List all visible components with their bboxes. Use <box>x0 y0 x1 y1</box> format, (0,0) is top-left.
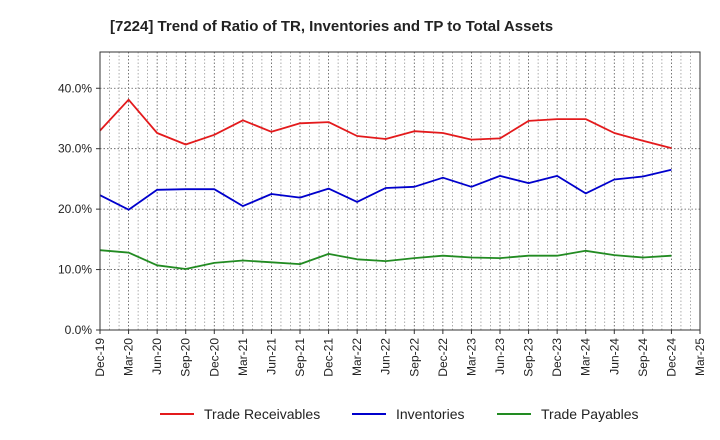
x-tick-label: Dec-20 <box>207 338 221 377</box>
legend-label-inventories: Inventories <box>396 406 464 422</box>
x-tick-label: Dec-19 <box>93 338 107 377</box>
x-tick-label: Mar-21 <box>236 338 250 376</box>
x-tick-label: Sep-23 <box>522 338 536 377</box>
y-tick-label: 20.0% <box>58 202 92 216</box>
x-tick-label: Jun-20 <box>150 338 164 375</box>
x-tick-label: Dec-23 <box>550 338 564 377</box>
series-lines <box>99 98 672 270</box>
x-tick-label: Mar-20 <box>122 338 136 376</box>
series-line-trade-receivables <box>99 98 672 149</box>
legend-label-trade-receivables: Trade Receivables <box>204 406 320 422</box>
series-line-inventories <box>99 168 672 211</box>
series-line-trade-payables <box>99 249 672 270</box>
x-tick-label: Sep-21 <box>293 338 307 377</box>
grid <box>99 52 701 331</box>
x-axis-ticks: Dec-19 Mar-20 Jun-20 Sep-20 Dec-20 Mar-21 Jun-… <box>93 330 707 377</box>
legend-label-trade-payables: Trade Payables <box>541 406 639 422</box>
y-tick-label: 30.0% <box>58 142 92 156</box>
y-tick-label: 40.0% <box>58 81 92 95</box>
chart-title: [7224] Trend of Ratio of TR, Inventories… <box>110 18 553 35</box>
x-tick-label: Jun-24 <box>607 338 621 375</box>
plot-frame <box>99 51 701 331</box>
x-tick-label: Mar-24 <box>579 338 593 376</box>
x-tick-label: Jun-21 <box>264 338 278 375</box>
x-tick-label: Sep-22 <box>407 338 421 377</box>
x-tick-label: Mar-25 <box>693 338 707 376</box>
x-tick-label: Jun-23 <box>493 338 507 375</box>
x-tick-label: Jun-22 <box>379 338 393 375</box>
legend: Trade Receivables Inventories Trade Payabl… <box>160 406 639 422</box>
x-tick-label: Dec-22 <box>436 338 450 377</box>
x-tick-label: Mar-22 <box>350 338 364 376</box>
x-tick-label: Dec-21 <box>322 338 336 377</box>
x-tick-label: Sep-24 <box>636 338 650 377</box>
x-tick-label: Mar-23 <box>464 338 478 376</box>
x-tick-label: Sep-20 <box>179 338 193 377</box>
y-axis-ticks: 0.0% 10.0% 20.0% 30.0% 40.0% <box>58 81 100 337</box>
y-tick-label: 0.0% <box>65 323 93 337</box>
x-tick-label: Dec-24 <box>664 338 678 377</box>
y-tick-label: 10.0% <box>58 263 92 277</box>
